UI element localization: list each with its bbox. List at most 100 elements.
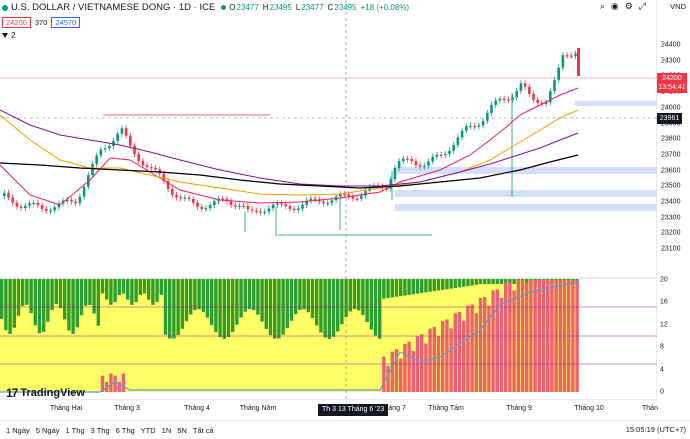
timeframe-button[interactable]: 1N [161,425,172,435]
oscillator-tick-label: 0 [660,388,664,396]
price-axis[interactable]: 2440024300242002410024000239002380023700… [657,0,690,400]
chart-toolbar: ⌕ ◉ ⚙ ⤢ [600,1,646,12]
search-icon[interactable]: ⌕ [599,1,605,11]
candle-body [364,190,367,196]
time-tick-label: Tháng 10 [574,405,604,412]
tradingview-logo[interactable]: 17 TradingView [6,386,85,400]
oscillator-green-bar [302,279,306,310]
oscillator-green-bar [16,279,21,316]
candle-body [465,126,468,131]
symbol-title[interactable]: U.S. DOLLAR / VIETNAMESE DONG · 1D · ICE [11,2,216,13]
oscillator-green-bar [306,279,310,313]
oscillator-green-bar [142,279,147,294]
oscillator-green-bar [222,279,226,339]
open-label: O [229,3,236,12]
candle-body [15,202,19,207]
oscillator-green-bar [352,279,357,310]
oscillator-green-bar [340,279,344,325]
utc-clock[interactable]: 15:05:19 (UTC+7) [625,425,686,434]
candle-body [435,154,439,157]
oscillator-red-bar [411,351,415,392]
buy-price-button[interactable]: 24570 [51,16,81,28]
candle-body [204,208,208,210]
candle-body [271,204,275,209]
oscillator-green-bar [21,279,25,306]
demand-zone [575,101,657,106]
timeframe-button[interactable]: 1 Ngày [6,425,30,435]
settings-icon[interactable]: ⚙ [624,1,633,11]
timeframe-bar: 1 Ngày 5 Ngày 1 Thg 3 Thg 6 Thg YTD 1N 5N Tất cả… [0,420,690,439]
status-dot-icon [221,5,227,10]
oscillator-green-bar [483,279,487,284]
camera-icon[interactable]: ◉ [610,1,619,11]
indicators-toggle[interactable]: 2 [2,30,15,41]
price-tick-label: 23500 [661,182,681,190]
oscillator-tick-label: 4 [660,366,664,374]
oscillator-green-bar [172,279,176,339]
last-candle [577,48,580,76]
oscillator-green-bar [361,279,365,316]
high-value: 23495 [269,3,292,12]
oscillator-green-bar [478,279,483,285]
timeframe-button[interactable]: 1 Thg [65,425,85,435]
candle-body [553,80,556,92]
timeframe-button[interactable]: 5N [177,425,187,435]
oscillator-red-bar [504,282,508,392]
candle-body [124,128,128,136]
timeframe-button[interactable]: 5 Ngày [35,425,60,435]
sell-price-button[interactable]: 24200 [2,16,31,28]
timeframe-button[interactable]: 3 Thg [90,425,110,435]
oscillator-green-bar [273,279,277,339]
oscillator-green-bar [327,279,331,339]
oscillator-red-bar [462,320,466,392]
currency-selector[interactable]: VND [670,2,686,11]
fullscreen-icon[interactable]: ⤢ [638,1,646,11]
timeframe-button[interactable]: Tất cả [192,425,214,435]
oscillator-green-bar [243,279,247,312]
oscillator-green-bar [126,279,130,300]
oscillator-red-bar [420,334,424,392]
time-tick-label: Tháng 3 [114,405,140,412]
oscillator-red-bar [399,358,403,392]
high-label: H [262,3,269,12]
oscillator-green-bar [29,279,33,314]
demand-zone [395,190,657,197]
candle-body [288,206,292,209]
candle-body [145,165,149,168]
candle-body [66,199,69,202]
currency-code: VND [670,2,686,11]
oscillator-green-bar [260,279,264,322]
oscillator-red-bar [403,343,407,392]
oscillator-green-bar [84,279,88,306]
oscillator-green-bar [424,279,428,293]
oscillator-green-bar [0,279,4,319]
candle-body [519,83,523,91]
oscillator-green-bar [504,279,508,284]
candle-body [276,203,279,205]
timeframe-button[interactable]: 6 Thg [115,425,135,435]
candle-body [507,99,510,101]
oscillator-green-bar [378,279,382,339]
oscillator-green-bar [415,279,420,294]
candle-body [528,86,531,94]
candle-body [259,211,262,213]
oscillator-green-bar [357,279,361,311]
oscillator-green-bar [457,279,462,288]
price-tick-label: 23100 [661,245,681,253]
oscillator-red-bar [457,311,462,392]
oscillator-red-bar [407,341,411,392]
candle-body [418,165,422,167]
candle-body [309,198,313,201]
candle-body [456,137,460,145]
oscillator-red-bar [478,297,483,392]
oscillator-green-bar [50,279,54,310]
candle-body [116,133,119,141]
candle-body [549,91,552,103]
oscillator-green-bar [197,279,201,310]
candle-body [460,130,464,138]
timeframe-button[interactable]: YTD [140,425,156,435]
chart-canvas[interactable] [0,0,657,400]
candle-body [53,207,56,211]
oscillator-green-bar [382,279,386,299]
